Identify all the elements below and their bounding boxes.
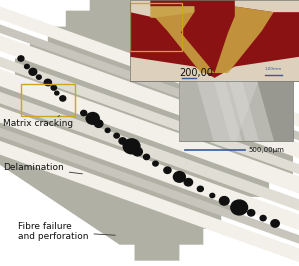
Circle shape <box>123 139 140 154</box>
Circle shape <box>231 200 248 215</box>
Circle shape <box>60 96 66 101</box>
Circle shape <box>144 154 150 160</box>
Circle shape <box>219 197 229 205</box>
Polygon shape <box>0 99 299 256</box>
Circle shape <box>119 138 126 144</box>
Text: Fibre failure
and perforation: Fibre failure and perforation <box>18 222 115 241</box>
Text: 1.00mm: 1.00mm <box>265 67 282 71</box>
Circle shape <box>94 120 103 127</box>
Bar <box>130 3 182 51</box>
Polygon shape <box>196 80 242 141</box>
Circle shape <box>133 147 142 156</box>
Text: Matrix cracking: Matrix cracking <box>3 116 73 128</box>
Polygon shape <box>150 6 215 73</box>
Text: 200,00: 200,00 <box>179 68 213 78</box>
Circle shape <box>51 85 57 90</box>
Text: Delamination: Delamination <box>3 163 83 174</box>
Polygon shape <box>213 80 259 141</box>
Polygon shape <box>228 80 274 141</box>
Polygon shape <box>0 48 299 213</box>
Circle shape <box>105 128 110 132</box>
Polygon shape <box>0 38 299 196</box>
Circle shape <box>55 91 59 95</box>
Polygon shape <box>130 57 299 81</box>
Circle shape <box>114 133 119 138</box>
Circle shape <box>44 79 51 86</box>
Bar <box>130 0 299 81</box>
Polygon shape <box>0 110 299 266</box>
Circle shape <box>184 178 193 186</box>
Circle shape <box>210 193 215 198</box>
Circle shape <box>86 113 99 124</box>
Polygon shape <box>0 0 299 155</box>
Bar <box>179 80 293 141</box>
Circle shape <box>29 68 37 75</box>
Circle shape <box>173 172 185 182</box>
Polygon shape <box>0 81 299 244</box>
Bar <box>21 84 75 116</box>
Polygon shape <box>179 80 259 141</box>
Circle shape <box>271 220 279 227</box>
Polygon shape <box>215 6 274 73</box>
Bar <box>130 0 299 81</box>
Circle shape <box>25 64 29 69</box>
Circle shape <box>248 210 255 216</box>
Polygon shape <box>0 68 299 227</box>
Circle shape <box>197 186 203 192</box>
Circle shape <box>81 110 87 116</box>
Polygon shape <box>235 0 299 12</box>
Circle shape <box>18 56 24 61</box>
Circle shape <box>260 215 266 221</box>
Polygon shape <box>0 0 293 261</box>
Polygon shape <box>130 0 194 18</box>
Bar <box>130 0 299 81</box>
Polygon shape <box>0 19 299 182</box>
Circle shape <box>153 161 158 166</box>
Text: 500,00μm: 500,00μm <box>248 147 284 153</box>
Circle shape <box>164 167 171 173</box>
Polygon shape <box>0 10 299 167</box>
Circle shape <box>36 75 41 79</box>
